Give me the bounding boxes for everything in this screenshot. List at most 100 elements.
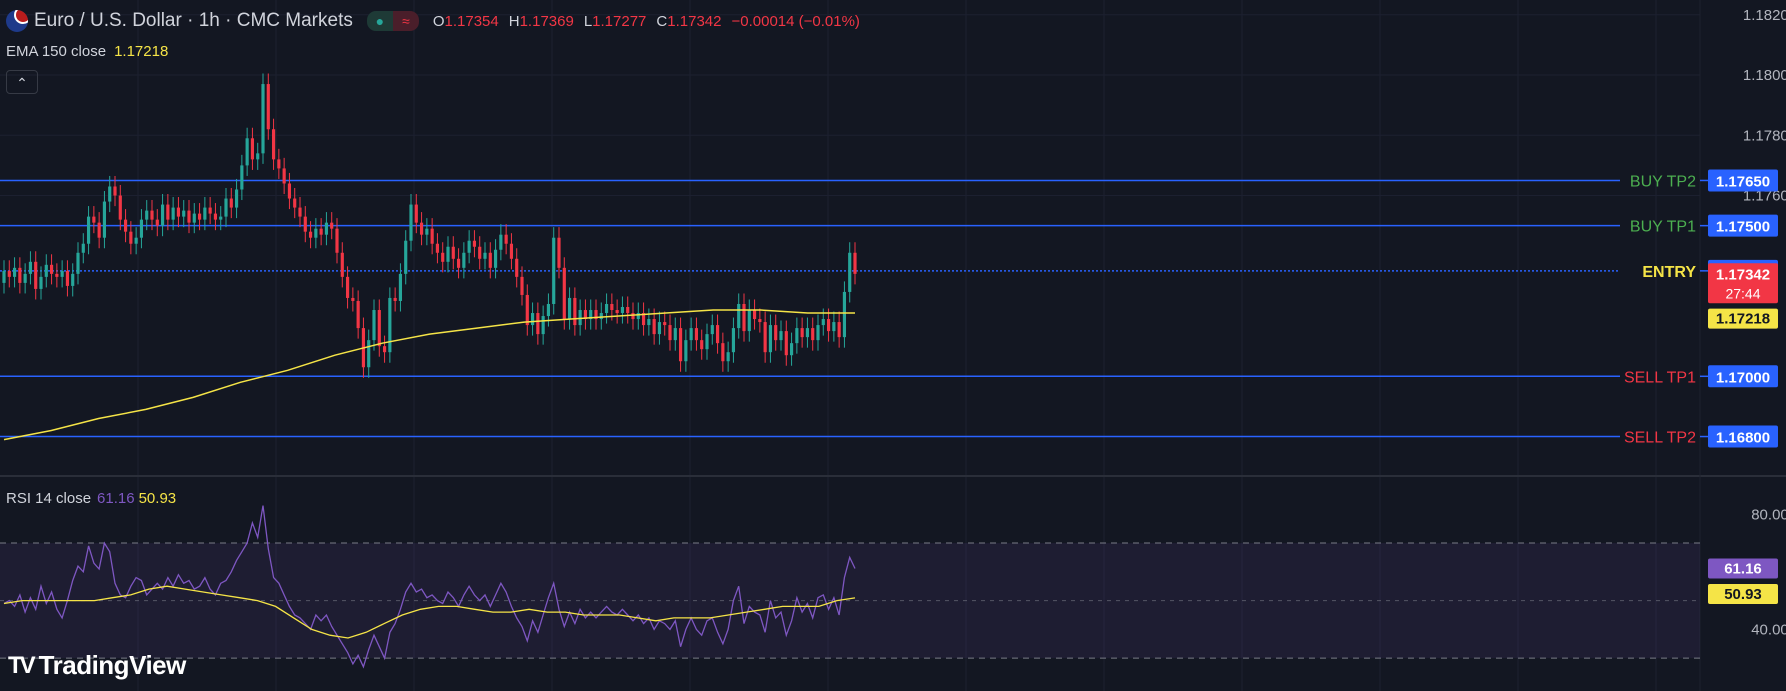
candle-body — [134, 237, 138, 244]
candle-body — [166, 204, 170, 220]
candle-body — [150, 210, 154, 220]
candle-body — [245, 138, 249, 166]
candle-body — [758, 319, 762, 323]
candle-body — [573, 297, 577, 326]
candle-body — [256, 153, 260, 160]
candle-body — [388, 297, 392, 353]
candle-body — [800, 328, 804, 338]
dot-icon: ● — [366, 11, 393, 31]
candle-body — [853, 252, 857, 274]
candle-body — [34, 261, 38, 289]
candle-body — [715, 325, 720, 344]
candle-body — [314, 228, 318, 238]
candle-body — [647, 319, 651, 326]
status-pill[interactable]: ● ≈ — [366, 11, 419, 31]
candle-body — [49, 264, 54, 274]
candle-body — [23, 273, 27, 283]
candle-body — [663, 322, 667, 326]
candle-body — [710, 325, 714, 335]
tradingview-logo-text: TradingView — [38, 650, 187, 680]
candle-body — [483, 252, 487, 259]
candle-body — [832, 322, 836, 332]
candle-body — [18, 267, 22, 283]
rsi-value: 61.16 — [97, 490, 135, 507]
level-label: ENTRY — [1642, 264, 1696, 281]
rsi-value-tag — [1708, 558, 1778, 579]
candle-body — [277, 159, 281, 169]
candle-body — [12, 267, 17, 277]
candle-body — [742, 303, 746, 332]
candle-body — [319, 228, 323, 235]
candle-body — [266, 84, 270, 130]
candle-body — [430, 228, 434, 244]
candle-body — [382, 346, 387, 353]
candle-body — [250, 138, 255, 160]
candle-body — [441, 252, 445, 262]
candle-body — [139, 219, 144, 238]
candle-body — [7, 270, 11, 277]
candle-body — [308, 231, 313, 238]
level-label: BUY TP2 — [1630, 173, 1696, 190]
candle-body — [86, 216, 91, 244]
eur-usd-flag-icon — [6, 10, 28, 32]
candle-body — [145, 210, 149, 220]
candle-body — [694, 328, 699, 341]
collapse-legend-button[interactable]: ⌃ — [6, 70, 38, 94]
high-label: H — [508, 12, 520, 30]
candle-body — [520, 276, 524, 295]
rsi-tick-label: 40.00 — [1751, 621, 1786, 638]
ema-legend[interactable]: EMA 150 close 1.17218 — [6, 43, 168, 60]
candle-body — [610, 303, 614, 311]
candle-body — [298, 207, 302, 217]
candle-body — [842, 291, 847, 338]
candle-body — [234, 189, 239, 208]
candle-body — [462, 252, 466, 268]
level-label: SELL TP2 — [1624, 430, 1696, 447]
price-tick-label: 1.18000 — [1743, 67, 1786, 84]
candle-body — [726, 352, 730, 362]
candle-body — [589, 310, 593, 320]
price-tick-label: 1.18200 — [1743, 7, 1786, 24]
candle-body — [324, 222, 329, 235]
candle-body — [525, 294, 529, 326]
candle-body — [456, 258, 461, 268]
ema-price-tag — [1708, 308, 1778, 329]
candle-body — [160, 204, 165, 226]
candle-body — [60, 270, 64, 277]
candle-body — [557, 237, 561, 268]
tradingview-logo[interactable]: TV TradingView — [8, 650, 186, 681]
chevron-up-icon: ⌃ — [16, 75, 28, 91]
candle-body — [626, 306, 630, 314]
candle-body — [76, 252, 80, 274]
level-price-tag-text: 1.17500 — [1716, 219, 1770, 236]
rsi-legend[interactable]: RSI 14 close 61.16 50.93 — [6, 490, 176, 507]
level-price-tag-text: 1.17000 — [1716, 369, 1770, 386]
candle-body — [552, 237, 556, 304]
symbol-title[interactable]: Euro / U.S. Dollar · 1h · CMC Markets — [34, 10, 353, 31]
candle-body — [721, 343, 725, 362]
candle-body — [330, 222, 334, 229]
wave-icon: ≈ — [392, 11, 419, 31]
ema-price-tag-text: 1.17218 — [1716, 311, 1770, 328]
candle-body — [28, 261, 33, 274]
candle-body — [805, 328, 810, 338]
candle-body — [155, 219, 159, 226]
low-label: L — [583, 12, 593, 30]
candle-body — [530, 313, 535, 326]
candle-body — [419, 222, 424, 235]
level-price-tag-text: 1.17650 — [1716, 173, 1770, 190]
candle-body — [837, 322, 841, 338]
candle-body — [779, 331, 783, 341]
symbol-legend: Euro / U.S. Dollar · 1h · CMC Markets ● … — [6, 10, 860, 32]
candle-body — [784, 331, 788, 356]
candle-body — [737, 303, 741, 329]
candle-body — [578, 310, 582, 326]
candle-body — [356, 300, 360, 329]
candle-body — [335, 228, 339, 253]
high-value: 1.17369 — [519, 12, 574, 30]
candle-body — [182, 210, 186, 217]
rsi-ma-tag-text: 50.93 — [1724, 586, 1762, 603]
candle-body — [71, 273, 75, 286]
candle-body — [81, 243, 85, 253]
